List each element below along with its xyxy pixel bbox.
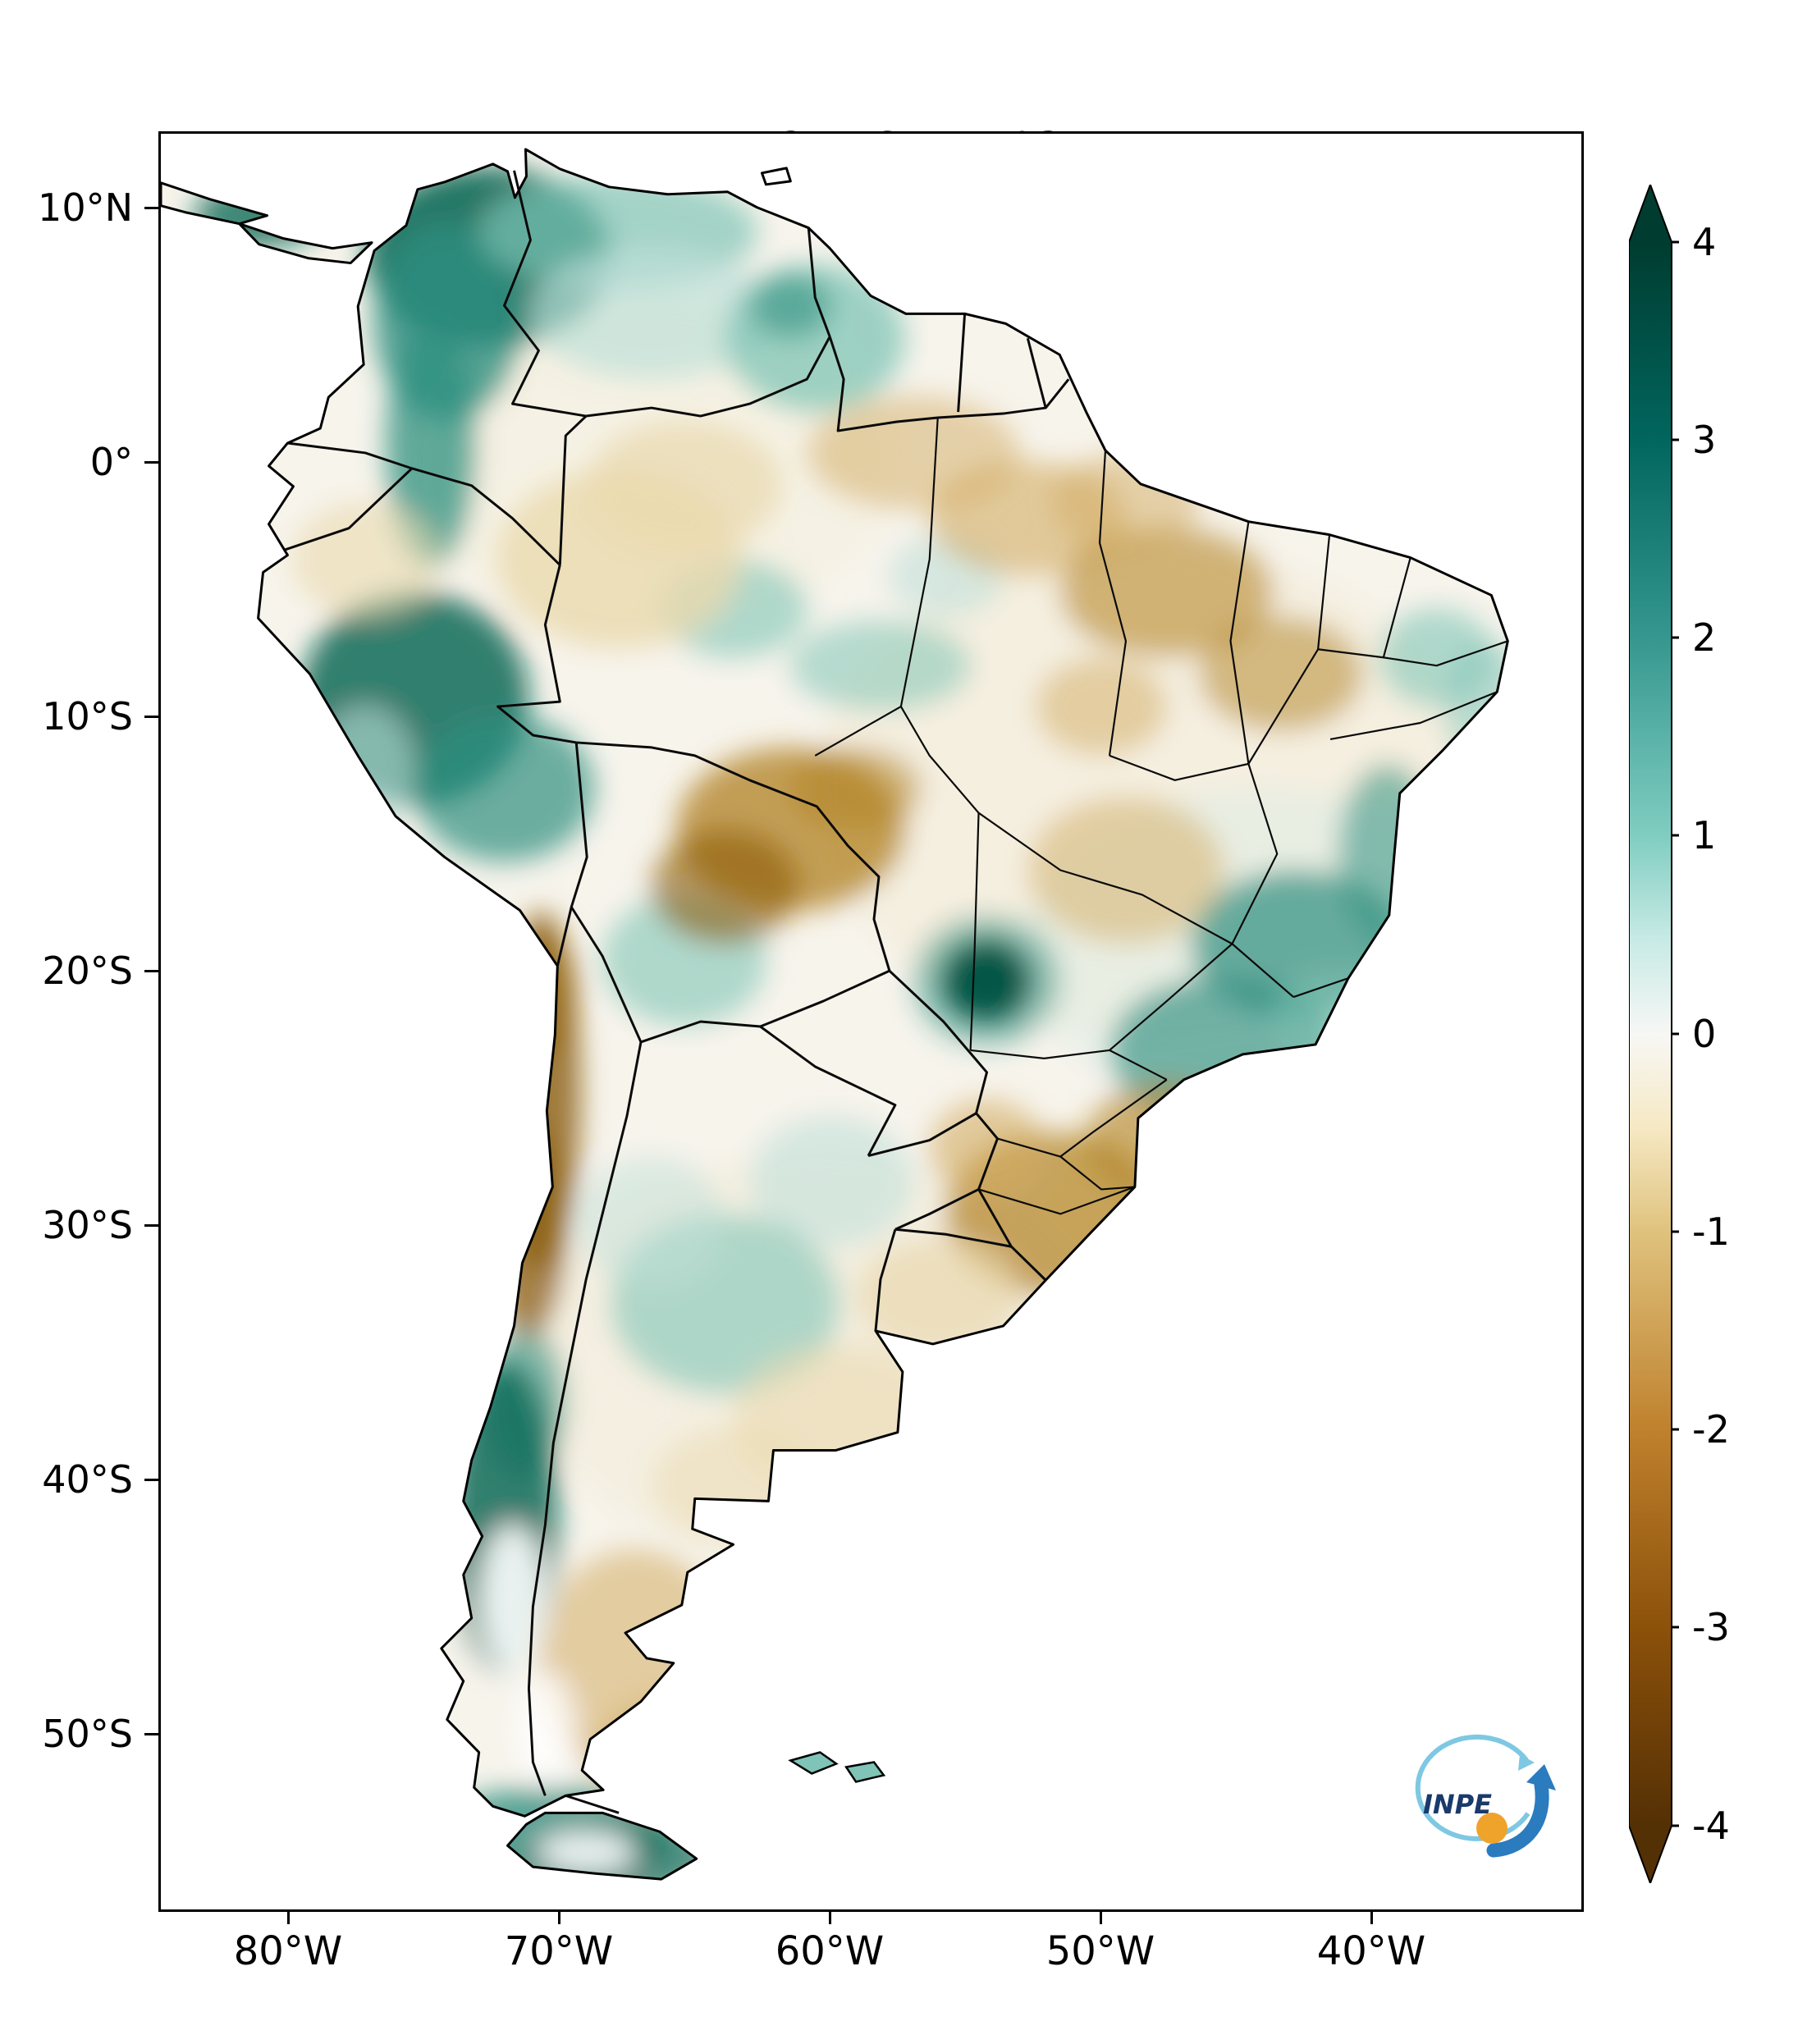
y-axis-label: 10°S xyxy=(42,694,133,738)
y-tick-mark xyxy=(144,1479,158,1481)
y-axis-label: 50°S xyxy=(42,1712,133,1756)
colorbar-gradient xyxy=(1629,242,1672,1826)
colorbar-extend-bottom xyxy=(1629,1826,1672,1883)
y-tick-mark xyxy=(144,461,158,464)
y-tick-mark xyxy=(144,207,158,209)
colorbar xyxy=(1629,185,1679,1883)
colorbar-label: -1 xyxy=(1692,1209,1730,1254)
y-tick-mark xyxy=(144,716,158,718)
x-axis-label: 60°W xyxy=(775,1928,885,1974)
map-plot-area xyxy=(158,131,1584,1912)
colorbar-label: -4 xyxy=(1692,1804,1730,1848)
y-axis-label: 40°S xyxy=(42,1457,133,1502)
inpe-orbit-arrowhead xyxy=(1518,1754,1535,1771)
x-tick-mark xyxy=(1100,1912,1102,1924)
y-axis-label: 0° xyxy=(89,440,133,484)
x-axis-label: 50°W xyxy=(1045,1928,1155,1974)
x-tick-mark xyxy=(558,1912,560,1924)
x-tick-mark xyxy=(287,1912,290,1924)
y-tick-mark xyxy=(144,1224,158,1227)
state-borders xyxy=(814,417,1508,1215)
x-tick-mark xyxy=(829,1912,831,1924)
colorbar-label: 4 xyxy=(1692,220,1717,264)
y-axis-label: 20°S xyxy=(42,949,133,993)
colorbar-tick-marks xyxy=(1672,240,1679,1827)
inpe-logo-text: INPE xyxy=(1423,1789,1492,1820)
colorbar-label: 2 xyxy=(1692,615,1717,660)
x-axis-label: 40°W xyxy=(1316,1928,1426,1974)
south-america-spei-map xyxy=(161,148,1509,1881)
colorbar-extend-top xyxy=(1629,185,1672,242)
y-axis-label: 30°S xyxy=(42,1203,133,1247)
inpe-swoosh-arrowhead xyxy=(1526,1764,1556,1790)
coastline xyxy=(161,148,1509,1881)
inpe-swoosh-arrow xyxy=(1486,1777,1549,1858)
inpe-logo-icon: INPE xyxy=(1415,1734,1556,1858)
y-tick-mark xyxy=(144,970,158,972)
colorbar-label: -3 xyxy=(1692,1605,1730,1649)
colorbar-label: -2 xyxy=(1692,1407,1730,1452)
falkland-islands xyxy=(788,1751,886,1783)
x-axis-label: 80°W xyxy=(233,1928,343,1974)
y-tick-mark xyxy=(144,1733,158,1735)
colorbar-label: 0 xyxy=(1692,1012,1717,1056)
inpe-orange-dot xyxy=(1476,1813,1507,1844)
colorbar-label: 3 xyxy=(1692,418,1717,462)
inpe-orbit-arc xyxy=(1415,1734,1530,1841)
x-tick-mark xyxy=(1370,1912,1373,1924)
country-borders xyxy=(283,170,1070,1814)
x-axis-label: 70°W xyxy=(504,1928,614,1974)
y-axis-label: 10°N xyxy=(38,185,133,230)
colorbar-label: 1 xyxy=(1692,813,1717,857)
